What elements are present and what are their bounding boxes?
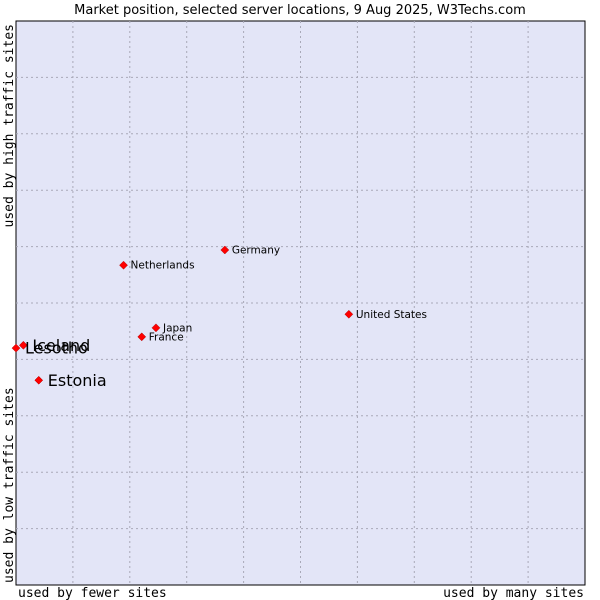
x-axis-label-low: used by fewer sites [18,586,167,600]
point-label: Iceland [32,336,90,355]
point-label: France [149,331,184,343]
point-label: Japan [162,322,192,334]
point-marker [34,375,44,385]
y-axis-label-low: used by low traffic sites [2,387,17,583]
data-points: United States Germany Netherlands JapanFran… [11,244,427,390]
grid-lines [16,21,585,585]
point-iceland: Iceland [19,336,90,355]
point-estonia: Estonia [34,371,107,390]
chart-title: Market position, selected server locatio… [74,3,526,18]
point-marker [151,323,161,333]
point-marker [19,340,28,350]
point-marker [344,309,354,319]
point-japan: Japan [151,322,192,334]
point-marker [220,245,230,255]
point-label: United States [356,309,427,321]
point-label: Estonia [48,371,107,390]
point-lesotho: Lesotho [11,339,88,358]
point-label: Germany [232,244,280,256]
point-germany: Germany [220,244,280,256]
point-label: Netherlands [131,260,195,272]
point-marker [119,260,128,270]
point-label: Lesotho [25,339,88,358]
point-marker [11,343,21,353]
point-marker [137,332,147,342]
point-netherlands: Netherlands [119,260,195,272]
point-united-states: United States [344,309,427,321]
x-axis-label-high: used by many sites [443,586,584,600]
y-axis-label-high: used by high traffic sites [2,24,17,228]
point-france: France [137,331,184,343]
